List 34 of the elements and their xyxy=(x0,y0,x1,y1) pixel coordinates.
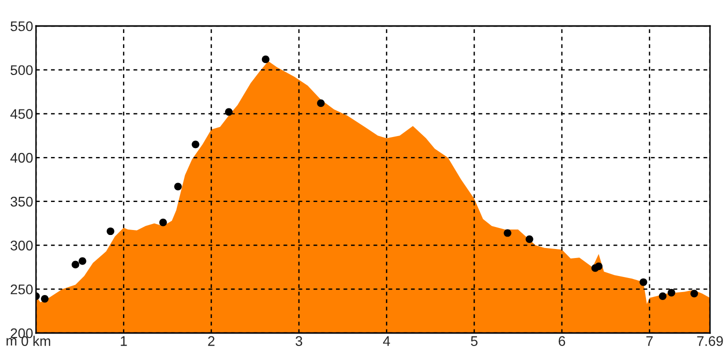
x-tick-label: 4 xyxy=(383,336,390,346)
point xyxy=(78,257,86,265)
x-tick-label: 1 xyxy=(120,336,127,346)
y-axis-title: m xyxy=(6,338,16,346)
y-tick-label: 200 xyxy=(10,328,33,338)
y-tick-label: 400 xyxy=(10,152,33,163)
point xyxy=(526,235,534,243)
point xyxy=(640,278,648,286)
x-tick-label: 6 xyxy=(558,336,566,346)
y-tick-label: 550 xyxy=(10,21,33,32)
point xyxy=(690,290,698,298)
x-tick-label: 2 xyxy=(208,336,214,346)
point xyxy=(192,140,200,148)
x-tick-label: 7.69 xyxy=(697,336,723,346)
x-tick-label: 3 xyxy=(296,336,302,346)
point xyxy=(504,229,512,237)
y-tick-label: 350 xyxy=(10,196,33,207)
point xyxy=(40,294,49,303)
y-tick-label: 300 xyxy=(10,240,33,250)
y-tick-label: 250 xyxy=(10,284,33,294)
point xyxy=(262,56,270,64)
point xyxy=(594,262,602,270)
point xyxy=(159,218,167,226)
y-tick-label: 450 xyxy=(10,109,33,119)
y-tick-label: 500 xyxy=(10,65,33,76)
point xyxy=(72,260,80,268)
point xyxy=(225,108,233,116)
x-tick-label: 5 xyxy=(470,336,478,346)
point xyxy=(668,288,676,296)
point xyxy=(658,292,666,300)
point xyxy=(106,227,114,236)
point xyxy=(174,182,182,190)
x-tick-label: 7 xyxy=(646,336,653,346)
point xyxy=(317,99,325,107)
